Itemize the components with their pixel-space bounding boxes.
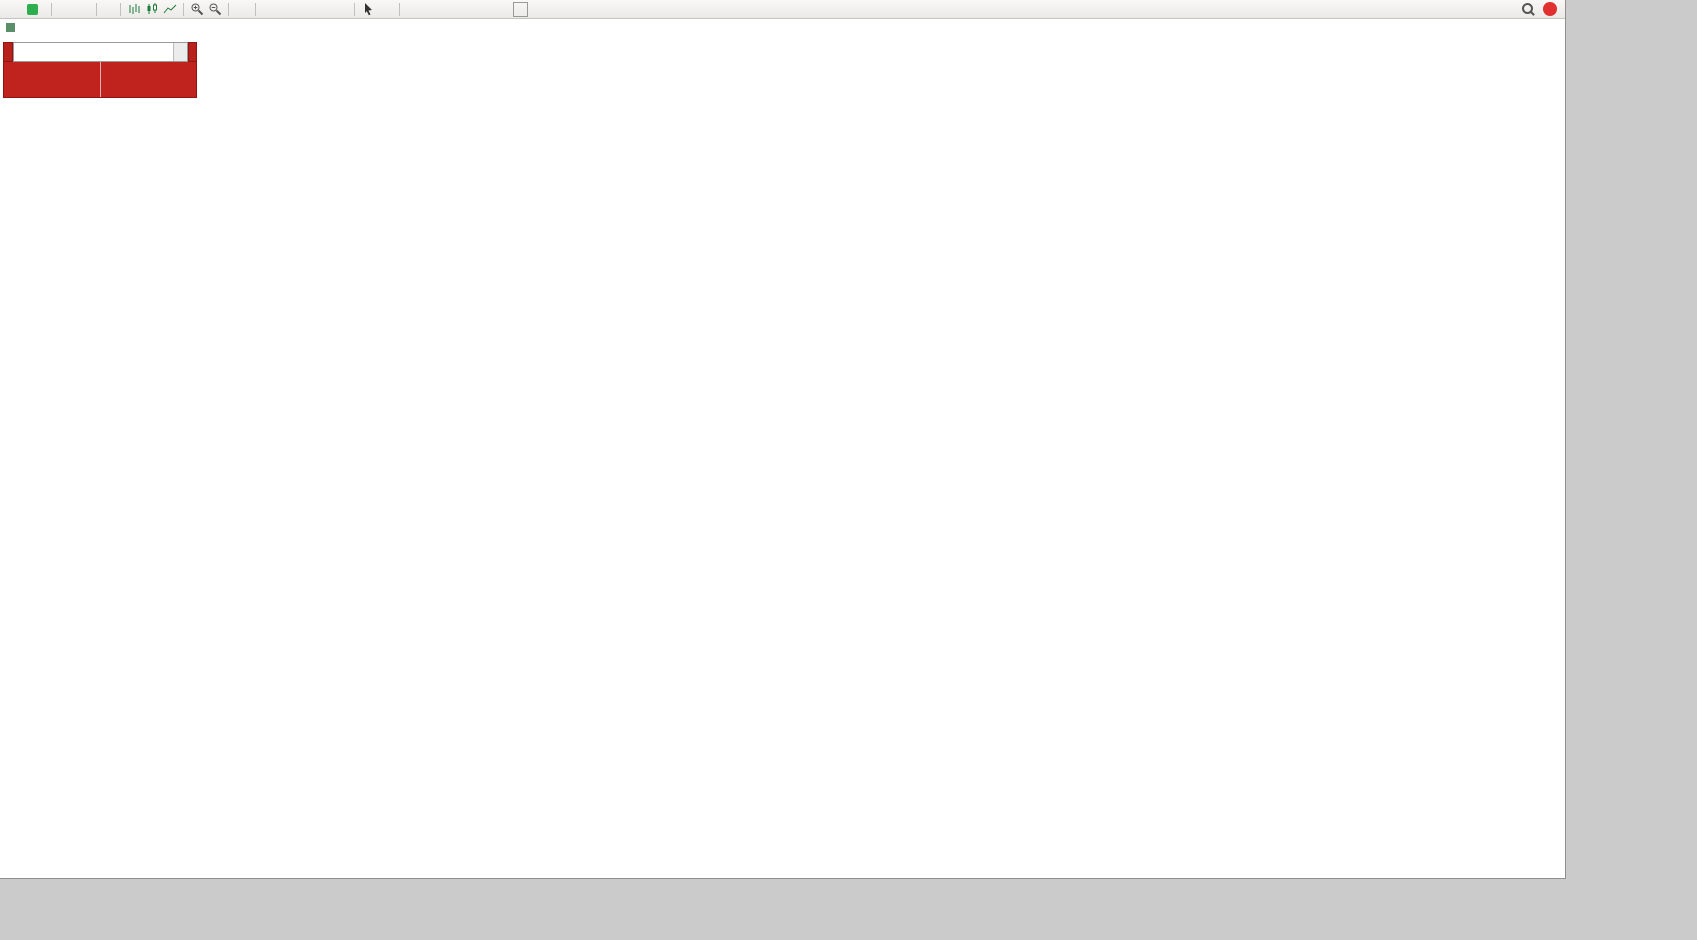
one-click-trading-widget	[3, 42, 197, 98]
toolbar-separator	[228, 2, 229, 16]
zoom-in-icon[interactable]	[189, 1, 205, 17]
vertical-line-icon[interactable]	[405, 1, 421, 17]
toolbar-separator	[354, 2, 355, 16]
horizontal-line-icon[interactable]	[423, 1, 439, 17]
timeframe-h1[interactable]	[604, 7, 614, 11]
timeframe-m5[interactable]	[571, 7, 581, 11]
crosshair-icon[interactable]	[378, 1, 394, 17]
volume-down-icon[interactable]	[173, 52, 187, 61]
toolbar-separator	[51, 2, 52, 16]
timeframe-m1[interactable]	[560, 7, 570, 11]
market-watch-icon[interactable]	[75, 1, 91, 17]
timeframe-m15[interactable]	[582, 7, 592, 11]
arrows-tool-icon[interactable]	[530, 1, 546, 17]
fibonacci-icon[interactable]	[477, 1, 493, 17]
timeframe-toolbar	[560, 7, 658, 11]
volume-box	[12, 42, 188, 62]
bar-chart-icon[interactable]	[126, 1, 142, 17]
zoom-out-icon[interactable]	[207, 1, 223, 17]
autotrading-button[interactable]	[102, 1, 115, 18]
candlestick-chart-icon[interactable]	[144, 1, 160, 17]
mt4-window	[0, 0, 1566, 879]
toolbar-separator	[96, 2, 97, 16]
cycles-icon[interactable]	[315, 1, 331, 17]
toolbar-separator	[255, 2, 256, 16]
templates-icon[interactable]	[333, 1, 349, 17]
symbol-chart-icon	[6, 23, 15, 32]
buy-price-panel[interactable]	[99, 62, 197, 97]
new-order-button[interactable]	[22, 1, 46, 18]
add-indicator-icon[interactable]	[297, 1, 313, 17]
sell-button[interactable]	[3, 42, 13, 62]
trade-widget-top-row	[3, 42, 197, 62]
new-order-icon	[27, 3, 38, 15]
volume-spinner	[172, 43, 187, 61]
toolbar-separator	[120, 2, 121, 16]
tile-windows-icon[interactable]	[261, 1, 277, 17]
search-icon[interactable]	[1521, 2, 1535, 16]
grid-icon[interactable]	[234, 1, 250, 17]
timeframe-mn[interactable]	[648, 7, 658, 11]
channel-icon[interactable]	[459, 1, 475, 17]
cursor-icon[interactable]	[360, 1, 376, 17]
chart-symbol-header	[6, 23, 50, 32]
notification-badge[interactable]	[1543, 2, 1557, 16]
timeframe-h4[interactable]	[615, 7, 625, 11]
toolbar-separator	[183, 2, 184, 16]
timeframe-w1[interactable]	[637, 7, 647, 11]
main-toolbar	[0, 0, 1565, 19]
volume-up-icon[interactable]	[173, 43, 187, 52]
line-chart-icon[interactable]	[162, 1, 178, 17]
chart-window-icon[interactable]	[4, 1, 20, 17]
toolbar-right-group	[1521, 2, 1561, 16]
timeframe-m30[interactable]	[593, 7, 603, 11]
buy-button[interactable]	[187, 42, 197, 62]
sell-price-panel[interactable]	[4, 62, 100, 97]
trade-widget-prices	[3, 62, 197, 98]
toolbar-separator	[399, 2, 400, 16]
cascade-windows-icon[interactable]	[279, 1, 295, 17]
volume-input[interactable]	[13, 43, 173, 61]
label-tool-icon[interactable]	[513, 1, 528, 17]
text-tool-icon[interactable]	[495, 1, 511, 17]
timeframe-d1[interactable]	[626, 7, 636, 11]
trendline-icon[interactable]	[441, 1, 457, 17]
metaeditor-icon[interactable]	[57, 1, 73, 17]
chart-canvas[interactable]	[0, 0, 1565, 878]
